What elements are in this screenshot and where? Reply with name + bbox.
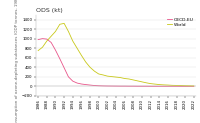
World (80, 55, 83, 56)
Line: OECD-EU: OECD-EU (38, 39, 194, 86)
World (102, 74, 104, 76)
OECD-EU (41, 38, 44, 39)
World (123, 78, 126, 79)
OECD-EU (154, 86, 156, 87)
World (54, 31, 57, 32)
World (141, 81, 143, 83)
OECD-EU (67, 76, 70, 78)
World (188, 85, 191, 87)
World (193, 85, 195, 87)
OECD-EU (136, 85, 139, 87)
World (72, 40, 74, 42)
OECD-EU (123, 85, 126, 87)
World (106, 75, 109, 77)
OECD-EU (46, 38, 48, 40)
OECD-EU (167, 86, 169, 87)
World (67, 31, 70, 32)
World (128, 78, 130, 80)
OECD-EU (188, 86, 191, 87)
World (37, 50, 39, 51)
World (50, 36, 52, 37)
OECD-EU (149, 86, 152, 87)
World (63, 23, 65, 24)
World (89, 67, 91, 68)
OECD-EU (98, 85, 100, 86)
World (115, 76, 117, 78)
OECD-EU (180, 86, 182, 87)
World (171, 85, 173, 86)
OECD-EU (63, 67, 65, 69)
OECD-EU (119, 85, 122, 87)
World (132, 79, 134, 81)
World (145, 82, 147, 84)
OECD-EU (158, 86, 160, 87)
OECD-EU (37, 39, 39, 40)
World (76, 47, 78, 49)
OECD-EU (93, 85, 96, 86)
World (93, 70, 96, 72)
OECD-EU (171, 86, 173, 87)
World (154, 83, 156, 85)
OECD-EU (85, 84, 87, 85)
OECD-EU (106, 85, 109, 87)
Line: World: World (38, 23, 194, 86)
OECD-EU (76, 82, 78, 84)
Legend: OECD-EU, World: OECD-EU, World (166, 17, 194, 27)
World (158, 84, 160, 85)
OECD-EU (110, 85, 113, 87)
OECD-EU (184, 86, 186, 87)
World (184, 85, 186, 86)
OECD-EU (59, 58, 61, 59)
OECD-EU (128, 85, 130, 87)
OECD-EU (132, 85, 134, 87)
World (149, 83, 152, 84)
Y-axis label: Consumption of ozone-depleting substances (ODP tonnes, 1986=100): Consumption of ozone-depleting substance… (15, 0, 19, 123)
World (162, 84, 165, 86)
OECD-EU (193, 86, 195, 87)
OECD-EU (162, 86, 165, 87)
OECD-EU (102, 85, 104, 87)
World (41, 46, 44, 48)
OECD-EU (89, 84, 91, 86)
World (119, 77, 122, 78)
Text: ODS (kt): ODS (kt) (36, 8, 63, 13)
World (59, 24, 61, 25)
OECD-EU (50, 42, 52, 43)
World (180, 85, 182, 86)
OECD-EU (145, 85, 147, 87)
OECD-EU (72, 80, 74, 82)
World (85, 61, 87, 63)
OECD-EU (54, 49, 57, 51)
World (46, 40, 48, 42)
World (98, 73, 100, 75)
World (167, 84, 169, 86)
OECD-EU (80, 83, 83, 85)
World (136, 80, 139, 82)
World (175, 85, 178, 86)
OECD-EU (175, 86, 178, 87)
World (110, 76, 113, 77)
OECD-EU (115, 85, 117, 87)
OECD-EU (141, 85, 143, 87)
